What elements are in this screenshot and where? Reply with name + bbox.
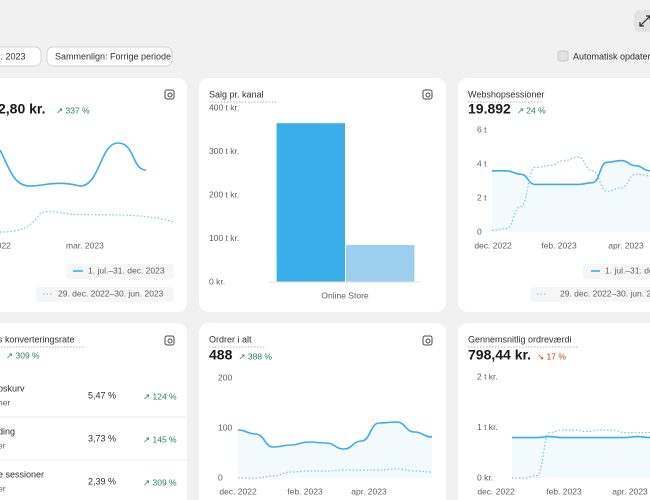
y-tick-label: 0	[218, 472, 223, 482]
y-tick-label: 200 t kr.	[209, 189, 239, 199]
legend-box	[66, 264, 174, 279]
x-tick-label: dec. 2022	[477, 486, 515, 496]
expand-icon	[639, 15, 650, 27]
card-value: 19.892	[468, 101, 511, 117]
line	[491, 156, 650, 231]
analyze-icon	[422, 89, 433, 100]
card-value: 488	[209, 347, 233, 363]
row-change: ↗ 124 %	[143, 391, 177, 401]
card-value: 798,44 kr.	[468, 347, 531, 363]
legend-box	[530, 287, 650, 302]
row-label: bskurv	[0, 383, 25, 393]
line-area	[238, 422, 432, 478]
legend-label: 1. jul.–31. dec. 2023	[88, 265, 165, 275]
card	[0, 323, 187, 500]
y-tick-label: 400 t kr.	[209, 102, 239, 112]
row-label: e sessioner	[0, 469, 44, 479]
y-tick-label: 100	[218, 422, 232, 432]
x-tick-label: feb. 2023	[541, 240, 577, 250]
legend-box	[583, 264, 650, 279]
sparkline	[0, 142, 147, 187]
card-title: Webshopsessioner	[468, 89, 544, 99]
card	[199, 323, 446, 500]
analyze-icon	[164, 89, 175, 100]
card-change: ↗ 309 %	[6, 350, 40, 360]
row-change: ↗ 145 %	[143, 434, 177, 444]
y-tick-label: 300 t kr.	[209, 146, 239, 156]
y-tick-label: 0 kr.	[477, 472, 493, 482]
x-tick-label: Online Store	[321, 290, 369, 300]
compare-label: Sammenlign: Forrige periode	[55, 51, 171, 61]
y-tick-label: 6 t	[477, 124, 487, 134]
y-tick-label: 1 t kr.	[477, 422, 498, 432]
line-area	[512, 436, 650, 478]
x-tick-label: feb. 2023	[546, 486, 582, 496]
y-tick-label: 2 t	[477, 192, 487, 202]
bar	[346, 245, 415, 282]
line	[492, 159, 650, 186]
card-change: ↗ 388 %	[238, 351, 272, 361]
expand-button[interactable]	[634, 10, 650, 32]
analyze-icon	[167, 92, 173, 98]
row-value: 3,73 %	[88, 433, 116, 443]
card-title: s konverteringsrate	[0, 334, 75, 344]
line	[237, 421, 433, 450]
card-change: ↗ 337 %	[56, 105, 90, 115]
card	[0, 78, 187, 312]
row-value: 5,47 %	[88, 390, 116, 400]
row-change: ↗ 309 %	[143, 477, 177, 487]
analyze-icon	[422, 335, 433, 346]
x-tick-label: dec. 2022	[474, 240, 512, 250]
card-title: Gennemsnitlig ordreværdi	[468, 334, 572, 344]
y-tick-label: 0	[477, 226, 482, 236]
auto-checkbox[interactable]	[557, 50, 569, 62]
card-value: 2,80 kr.	[0, 101, 46, 117]
analyze-icon	[167, 338, 173, 344]
y-tick-label: 2 t kr.	[477, 371, 498, 381]
x-tick-label: dec. 2022	[219, 486, 257, 496]
bar	[276, 123, 345, 282]
auto-label: Automatisk opdatering	[573, 51, 650, 61]
y-tick-label: 0 kr.	[209, 276, 225, 286]
line-area	[492, 160, 650, 232]
card-title: Ordrer i alt	[209, 334, 252, 344]
y-tick-label: 4 t	[477, 158, 487, 168]
x-label: mar. 2023	[66, 240, 104, 250]
row-label: ding	[0, 426, 15, 436]
card-change: ↗ 24 %	[517, 105, 546, 115]
analyze-icon	[425, 338, 431, 344]
card-change: ↘ 17 %	[537, 351, 566, 361]
y-tick-label: 200	[218, 372, 232, 382]
row-value: 2,39 %	[88, 476, 116, 486]
sparkline	[0, 211, 175, 233]
row-sub: ner	[0, 397, 10, 407]
row-sub: er	[0, 483, 6, 493]
x-tick-label: apr. 2023	[612, 486, 648, 496]
analyze-icon	[164, 335, 175, 346]
card	[458, 323, 650, 500]
legend-box	[36, 287, 174, 302]
analyze-icon	[425, 92, 431, 98]
x-tick-label: feb. 2023	[287, 486, 323, 496]
y-tick-label: 100 t kr.	[209, 233, 239, 243]
card	[458, 78, 650, 312]
legend-label: 29. dec. 2022–30. jun. 2023	[560, 288, 650, 298]
date-label: dec. 2023	[0, 51, 26, 61]
line	[238, 468, 433, 479]
legend-label: 29. dec. 2022–30. jun. 2023	[58, 288, 164, 298]
legend-label: 1. jul.–31. dec. 2023	[605, 265, 650, 275]
row-sub: er	[0, 440, 6, 450]
date-button[interactable]	[0, 46, 42, 67]
x-tick-label: apr. 2023	[608, 240, 644, 250]
x-label: 2022	[0, 240, 11, 250]
line	[512, 435, 650, 439]
card-title: Salg pr. kanal	[209, 89, 264, 99]
compare-button[interactable]	[46, 46, 173, 67]
x-tick-label: apr. 2023	[351, 486, 387, 496]
